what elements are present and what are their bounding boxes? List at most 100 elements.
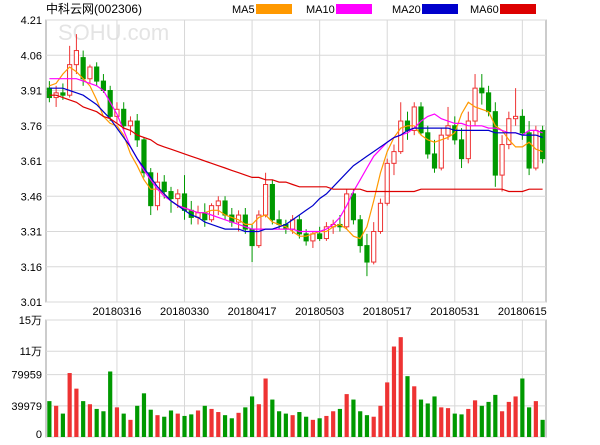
- candle-body-down: [161, 181, 167, 193]
- price-tick-label: 3.46: [21, 191, 42, 203]
- candle-body-down: [46, 87, 52, 99]
- candle-body-up: [67, 64, 73, 96]
- candle-body-down: [222, 200, 228, 216]
- price-tick-label: 4.21: [21, 15, 42, 27]
- volume-bar-up: [445, 408, 451, 437]
- volume-bar-up: [310, 419, 315, 437]
- candle-body-down: [94, 66, 100, 82]
- volume-bar-up: [439, 407, 444, 437]
- date-label: 20180503: [295, 306, 344, 318]
- volume-bar-up: [155, 415, 160, 437]
- volume-bar-down: [202, 405, 207, 437]
- volume-bar-up: [331, 411, 336, 437]
- watermark: SOHU.com: [58, 20, 169, 45]
- candle-body-up: [465, 120, 471, 160]
- date-label: 20180531: [430, 306, 479, 318]
- volume-bar-down: [304, 416, 309, 437]
- volume-bar-down: [108, 371, 113, 437]
- volume-bar-up: [412, 386, 417, 437]
- candle-body-up: [344, 193, 350, 228]
- volume-bar-up: [398, 337, 403, 437]
- volume-bar-up: [263, 378, 268, 437]
- candle-body-up: [87, 66, 93, 80]
- price-tick-label: 3.01: [21, 297, 42, 309]
- volume-bar-down: [168, 410, 174, 437]
- candle-body-up: [371, 231, 377, 263]
- candle-body-up: [513, 115, 519, 120]
- volume-bar-down: [94, 408, 99, 437]
- candle-body-down: [364, 245, 370, 263]
- volume-tick-label: 39979: [11, 401, 42, 413]
- candle-body-up: [411, 106, 417, 131]
- candle-body-up: [398, 120, 404, 153]
- volume-bar-down: [81, 401, 86, 437]
- candle-body-up: [114, 108, 120, 117]
- candle-body-down: [492, 111, 498, 176]
- price-tick-label: 3.76: [21, 121, 42, 133]
- volume-bar-down: [222, 415, 228, 437]
- volume-bar-up: [290, 415, 295, 437]
- volume-tick-label: 0: [36, 429, 42, 440]
- volume-y-ticks: 15万 11万 79959 39979 0: [11, 315, 42, 441]
- candle-body-up: [391, 151, 397, 164]
- ma-line-ma20: [49, 87, 543, 233]
- volume-bar-down: [527, 407, 532, 437]
- volume-bar-down: [317, 418, 322, 437]
- volume-bar-up: [236, 412, 241, 437]
- candle-body-up: [215, 200, 221, 207]
- volume-tick-label: 79959: [11, 370, 42, 382]
- volume-bar-up: [209, 408, 214, 437]
- ma-lines: [49, 66, 543, 240]
- volume-bar-down: [60, 413, 65, 437]
- volume-bar-down: [459, 414, 464, 437]
- date-label: 20180330: [160, 306, 209, 318]
- volume-bar-down: [283, 413, 288, 437]
- legend-label-ma5: MA5: [232, 4, 255, 16]
- candle-body-down: [317, 233, 323, 240]
- volume-bar-down: [351, 399, 356, 437]
- candle-body-up: [154, 181, 161, 207]
- candle-body-up: [445, 125, 451, 136]
- volume-bar-up: [67, 373, 72, 437]
- candle-body-down: [269, 184, 275, 221]
- candle-body-down: [350, 193, 357, 221]
- legend-swatch-ma60: [500, 4, 536, 14]
- volume-bar-down: [364, 415, 370, 437]
- candle-body-up: [175, 193, 181, 200]
- candle-body-down: [431, 153, 438, 169]
- volume-bar-down: [270, 399, 275, 437]
- volume-bar-down: [493, 394, 498, 437]
- candle-body-down: [458, 139, 465, 160]
- volume-bar-down: [249, 396, 255, 437]
- candle-body-up: [384, 162, 390, 204]
- volume-bar-up: [324, 415, 329, 437]
- volume-bar-down: [47, 401, 52, 437]
- legend-swatch-ma10: [336, 4, 372, 14]
- candle-body-down: [121, 108, 127, 127]
- volume-bar-up: [513, 396, 518, 437]
- volume-bar-up: [216, 412, 221, 437]
- date-label: 20180517: [363, 306, 412, 318]
- volume-bar-down: [452, 413, 457, 437]
- date-label: 20180417: [228, 306, 277, 318]
- volume-bar-down: [479, 405, 484, 437]
- candle-body-down: [134, 120, 140, 141]
- volume-bar-up: [195, 410, 201, 437]
- ma-line-ma60: [49, 94, 543, 193]
- volume-bar-down: [405, 376, 410, 437]
- volume-bar-down: [358, 411, 363, 437]
- volume-bar-up: [499, 411, 505, 437]
- volume-bar-up: [506, 401, 511, 437]
- volume-bars: [47, 337, 545, 437]
- volume-bar-down: [121, 413, 126, 437]
- volume-bar-down: [432, 396, 437, 437]
- volume-bar-up: [472, 400, 478, 437]
- volume-bar-up: [128, 419, 133, 437]
- candle-body-down: [357, 219, 363, 247]
- candle-body-up: [472, 87, 478, 122]
- candle-body-down: [526, 132, 532, 169]
- volume-bar-down: [486, 401, 491, 437]
- volume-bar-down: [141, 393, 147, 437]
